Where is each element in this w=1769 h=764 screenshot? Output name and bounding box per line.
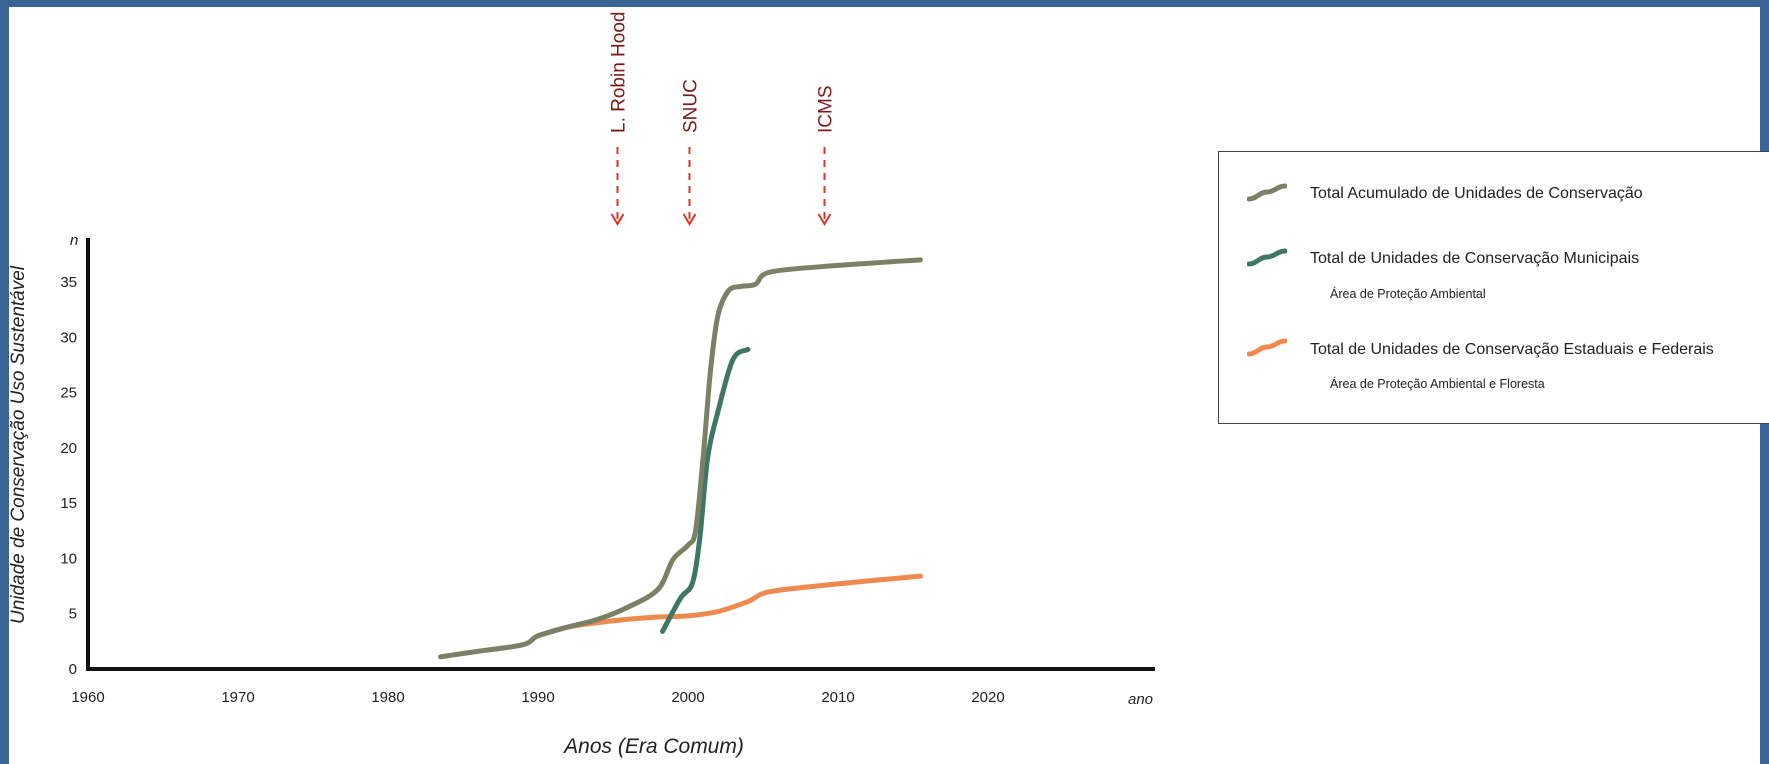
legend-swatch-estadual-federal-icon — [1247, 338, 1287, 357]
y-tick-label: 20 — [60, 440, 77, 457]
axes — [86, 238, 1155, 671]
legend-sublabel-municipal: Área de Proteção Ambiental — [1330, 287, 1486, 301]
event-markers: L. Robin Hood SNUC ICMS — [609, 12, 837, 226]
line-chart: L. Robin Hood SNUC ICMS 1960 1970 1980 1990 20… — [9, 12, 1155, 758]
event-arrowhead-icon — [682, 213, 697, 226]
x-unit-label: ano — [1128, 691, 1153, 708]
y-tick-label: 10 — [60, 550, 77, 567]
event-label: SNUC — [681, 79, 702, 133]
event-label: L. Robin Hood — [609, 12, 630, 133]
legend-swatch-total-icon — [1247, 183, 1287, 202]
x-tick-label: 2020 — [971, 689, 1004, 706]
y-axis-title: Unidade de Conservação Uso Sustentável — [9, 265, 29, 624]
y-tick-label: 35 — [60, 274, 77, 291]
x-tick-label: 2000 — [671, 689, 704, 706]
legend-label-municipal: Total de Unidades de Conservação Municip… — [1310, 250, 1640, 267]
figure-frame: L. Robin Hood SNUC ICMS 1960 1970 1980 1990 20… — [9, 7, 1769, 764]
series-line-estadual-federal — [535, 573, 923, 639]
x-tick-label: 1980 — [371, 689, 404, 706]
x-tick-label: 1990 — [521, 689, 554, 706]
series-line-total — [438, 257, 923, 660]
y-tick-label: 15 — [60, 495, 77, 512]
legend-swatch-municipal-icon — [1247, 248, 1287, 267]
series-lines — [438, 257, 923, 660]
event-arrowhead-icon — [610, 213, 625, 226]
y-unit-label: n — [70, 232, 78, 249]
legend-label-total: Total Acumulado de Unidades de Conservaç… — [1310, 185, 1643, 202]
legend-label-estadual-federal: Total de Unidades de Conservação Estadua… — [1310, 341, 1714, 358]
event-arrowhead-icon — [817, 213, 832, 226]
x-tick-label: 2010 — [821, 689, 854, 706]
y-tick-label: 0 — [69, 661, 77, 678]
x-axis-title: Anos (Era Comum) — [562, 735, 744, 758]
x-tick-label: 1960 — [71, 689, 104, 706]
legend: Total Acumulado de Unidades de Conservaç… — [1218, 151, 1769, 424]
x-tick-label: 1970 — [221, 689, 254, 706]
legend-sublabel-estadual-federal: Área de Proteção Ambiental e Floresta — [1330, 377, 1545, 391]
y-tick-label: 30 — [60, 329, 77, 346]
y-tick-label: 5 — [69, 606, 77, 623]
series-line-municipal — [660, 346, 751, 634]
event-label: ICMS — [816, 86, 837, 134]
tick-labels: 1960 1970 1980 1990 2000 2010 2020 0 5 10 15 20 25 30… — [60, 274, 1004, 706]
y-tick-label: 25 — [60, 385, 77, 402]
